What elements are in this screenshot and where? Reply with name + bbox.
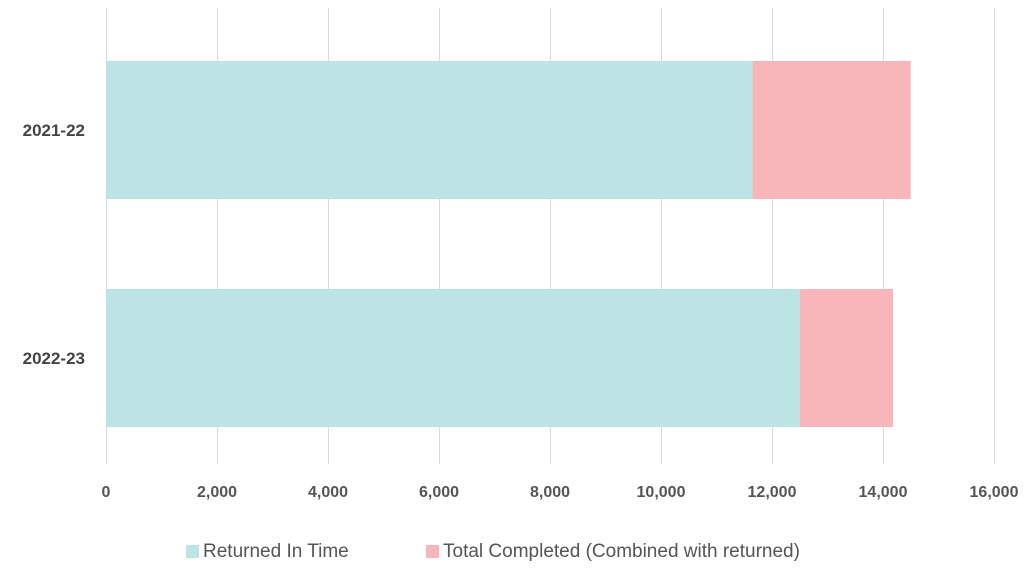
category-label: 2021-22 [23,121,85,140]
x-tick-label: 2,000 [197,484,237,501]
x-tick-label: 6,000 [419,484,459,501]
bar-2022-23-series-0 [106,289,800,427]
legend-label-1: Total Completed (Combined with returned) [443,541,800,562]
legend-label-0: Returned In Time [203,541,349,562]
x-tick-label: 14,000 [859,484,908,501]
bar-2021-22-series-0 [106,61,753,199]
x-axis-tick-labels: 0 2,000 4,000 6,000 8,000 10,000 12,000 14,000 1… [102,484,1019,501]
x-tick-label: 8,000 [530,484,570,501]
bar-2021-22-series-1 [752,61,911,199]
category-label: 2022-23 [23,349,85,368]
category-labels: 2021-22 2022-23 [23,121,85,368]
x-tick-label: 10,000 [637,484,686,501]
x-tick-label: 0 [102,484,111,501]
x-tick-label: 4,000 [308,484,348,501]
x-tick-label: 12,000 [748,484,797,501]
bar-2022-23-series-1 [799,289,893,427]
bars [106,61,911,427]
legend-swatch-0 [186,545,199,558]
x-tick-label: 16,000 [970,484,1019,501]
legend-swatch-1 [426,545,439,558]
legend: Returned In Time Total Completed (Combine… [186,541,800,562]
